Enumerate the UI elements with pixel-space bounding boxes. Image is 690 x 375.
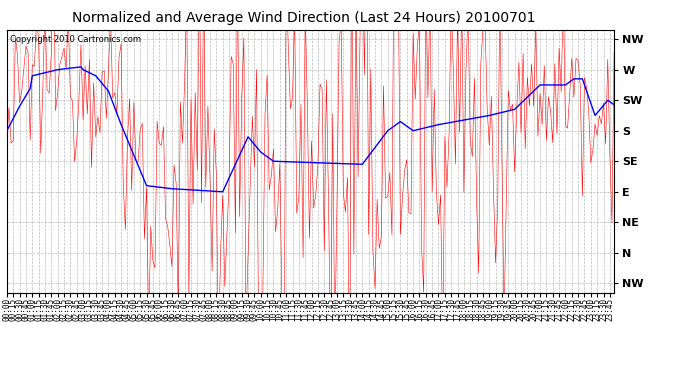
Text: Normalized and Average Wind Direction (Last 24 Hours) 20100701: Normalized and Average Wind Direction (L…: [72, 11, 535, 25]
Text: Copyright 2010 Cartronics.com: Copyright 2010 Cartronics.com: [10, 35, 141, 44]
